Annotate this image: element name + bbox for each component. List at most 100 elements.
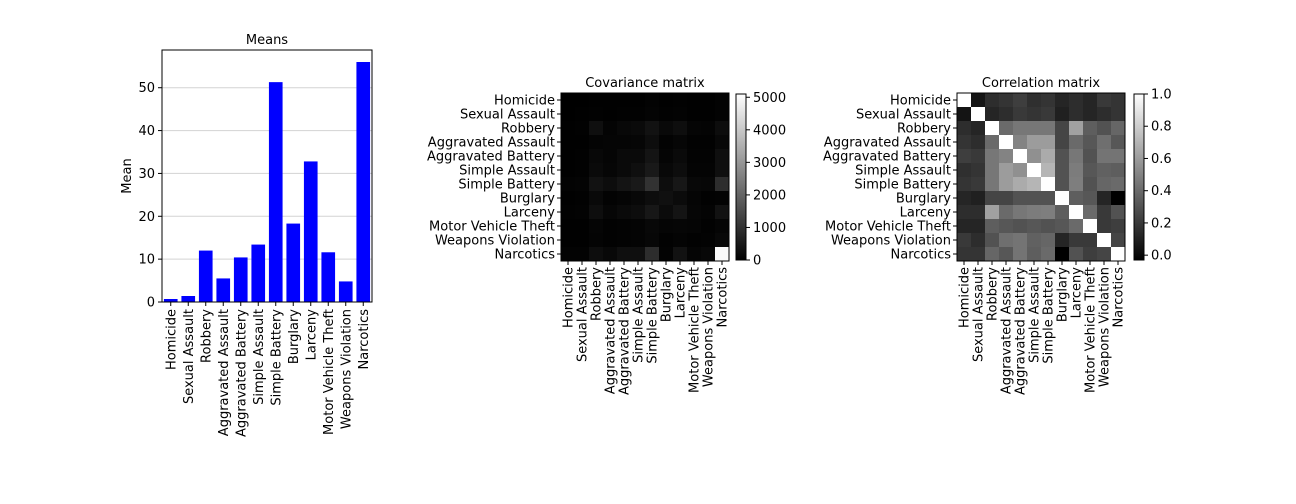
colorbar: [735, 93, 747, 261]
heatmap-cell: [985, 107, 1000, 122]
heatmap-cell: [575, 93, 590, 108]
heatmap-cell: [603, 107, 618, 122]
heatmap-cell: [1013, 121, 1028, 136]
heatmap-cell: [1041, 121, 1056, 136]
heatmap-cell: [645, 233, 660, 248]
heatmap-cell: [673, 149, 688, 164]
heatmap-cell: [701, 219, 716, 234]
heatmap-cell: [1069, 93, 1084, 108]
heatmap-cell: [603, 149, 618, 164]
y-tick-label: Burglary: [500, 192, 555, 207]
x-tick-label: Larceny: [1070, 267, 1085, 319]
heatmap-cell: [1013, 135, 1028, 150]
heatmap-cell: [1083, 93, 1098, 108]
heatmap-cell: [715, 135, 730, 150]
heatmap-cell: [985, 163, 1000, 178]
heatmap-cell: [645, 149, 660, 164]
heatmap-cell: [631, 205, 646, 220]
heatmap-cell: [971, 163, 986, 178]
y-tick-label: Simple Assault: [855, 164, 951, 179]
bar: [268, 82, 283, 303]
heatmap-cell: [617, 135, 632, 150]
heatmap-cell: [999, 205, 1014, 220]
x-tick-label: Aggravated Assault: [217, 309, 232, 436]
x-tick-label: Robbery: [986, 267, 1001, 321]
heatmap-cell: [957, 163, 972, 178]
heatmap-cell: [999, 233, 1014, 248]
heatmap-frame: [560, 92, 730, 262]
x-tick-label: Simple Battery: [1042, 267, 1057, 364]
heatmap-cell: [701, 107, 716, 122]
heatmap-cell: [1055, 219, 1070, 234]
heatmap-cell: [1111, 219, 1126, 234]
heatmap-cell: [1069, 135, 1084, 150]
heatmap-cell: [999, 163, 1014, 178]
heatmap-cell: [999, 247, 1014, 262]
y-tick-label: Aggravated Assault: [824, 136, 951, 151]
heatmap-cell: [575, 205, 590, 220]
heatmap-cell: [1083, 107, 1098, 122]
heatmap-cell: [1111, 205, 1126, 220]
heatmap-cell: [575, 247, 590, 262]
heatmap-cell: [1097, 219, 1112, 234]
heatmap-cell: [589, 205, 604, 220]
heatmap-cell: [673, 233, 688, 248]
y-tick-label: 50: [138, 81, 155, 96]
heatmap-cell: [575, 191, 590, 206]
heatmap-cell: [617, 205, 632, 220]
heatmap-cell: [659, 163, 674, 178]
heatmap-cell: [687, 107, 702, 122]
heatmap-cell: [1041, 93, 1056, 108]
y-tick-label: Robbery: [501, 122, 555, 137]
heatmap-cell: [1069, 149, 1084, 164]
x-tick-label: Weapons Violation: [339, 309, 354, 429]
heatmap-cell: [673, 219, 688, 234]
heatmap-cell: [1069, 177, 1084, 192]
y-tick-label: Aggravated Battery: [427, 150, 555, 165]
heatmap-cell: [1027, 121, 1042, 136]
heatmap-cell: [631, 233, 646, 248]
x-tick-label: Sexual Assault: [972, 267, 987, 362]
heatmap-cell: [701, 135, 716, 150]
heatmap-cell: [1055, 177, 1070, 192]
y-tick-label: Sexual Assault: [460, 108, 555, 123]
heatmap-cell: [561, 205, 576, 220]
heatmap-cell: [1069, 121, 1084, 136]
x-tick-label: Motor Vehicle Theft: [322, 309, 337, 435]
heatmap-cell: [603, 93, 618, 108]
heatmap-cell: [701, 121, 716, 136]
y-axis-label: Mean: [120, 158, 135, 193]
y-tick-label: Narcotics: [891, 248, 952, 263]
heatmap-cell: [971, 93, 986, 108]
y-tick-label: Motor Vehicle Theft: [825, 220, 951, 235]
bar: [163, 299, 178, 302]
heatmap-cell: [603, 177, 618, 192]
heatmap-cell: [985, 177, 1000, 192]
heatmap-cell: [1097, 93, 1112, 108]
heatmap-cell: [659, 191, 674, 206]
heatmap-cell: [575, 219, 590, 234]
heatmap-cell: [617, 121, 632, 136]
heatmap-cell: [645, 219, 660, 234]
heatmap-cell: [1055, 135, 1070, 150]
heatmap-cell: [957, 205, 972, 220]
heatmap-cell: [701, 247, 716, 262]
heatmap-cell: [561, 233, 576, 248]
heatmap-cell: [1083, 121, 1098, 136]
heatmap-cell: [673, 163, 688, 178]
heatmap-cell: [1111, 233, 1126, 248]
heatmap-cell: [589, 135, 604, 150]
x-tick-label: Weapons Violation: [1098, 267, 1113, 387]
heatmap-cell: [1055, 247, 1070, 262]
heatmap-cell: [1055, 93, 1070, 108]
colorbar: [1133, 93, 1145, 261]
heatmap-cell: [1013, 93, 1028, 108]
heatmap-cell: [1013, 163, 1028, 178]
heatmap-cell: [645, 121, 660, 136]
heatmap-cell: [603, 191, 618, 206]
heatmap-cell: [1013, 107, 1028, 122]
heatmap-cell: [561, 163, 576, 178]
heatmap-cell: [561, 247, 576, 262]
heatmap-cell: [1041, 205, 1056, 220]
